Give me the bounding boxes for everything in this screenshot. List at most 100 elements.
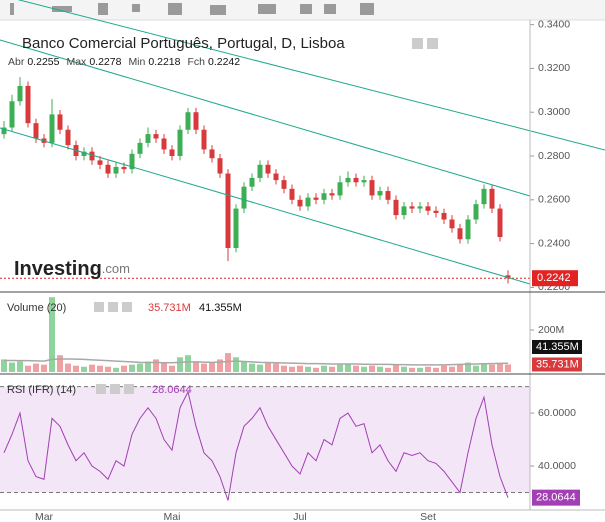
settings-icon[interactable] bbox=[427, 38, 438, 49]
volume-tag bbox=[532, 357, 582, 372]
candle-body bbox=[441, 212, 447, 220]
volume-bar bbox=[465, 362, 471, 372]
tool-icon[interactable] bbox=[168, 3, 182, 15]
volume-bar bbox=[329, 366, 335, 372]
candle-body bbox=[137, 142, 143, 154]
settings-icon[interactable] bbox=[96, 384, 106, 394]
tool-icon[interactable] bbox=[52, 6, 72, 12]
tool-icon[interactable] bbox=[300, 4, 312, 14]
candle-body bbox=[313, 197, 319, 200]
rsi-band bbox=[0, 386, 530, 493]
candle-body bbox=[457, 228, 463, 240]
tool-icon[interactable] bbox=[360, 3, 374, 15]
volume-bar bbox=[201, 363, 207, 372]
settings-icon[interactable] bbox=[412, 38, 423, 49]
volume-average-line bbox=[4, 358, 509, 366]
volume-bar bbox=[449, 366, 455, 372]
volume-bar bbox=[65, 363, 71, 372]
candle-body bbox=[185, 112, 191, 130]
last-price-label: 0.2242 bbox=[537, 272, 571, 284]
candle-body bbox=[113, 166, 119, 174]
volume-bar bbox=[217, 359, 223, 372]
candle-body bbox=[217, 158, 223, 174]
candle-body bbox=[265, 164, 271, 174]
volume-bar bbox=[505, 364, 511, 372]
settings-icon[interactable] bbox=[94, 302, 104, 312]
logo-text: Investing bbox=[14, 258, 102, 280]
volume-bar bbox=[137, 363, 143, 372]
volume-bar bbox=[73, 365, 79, 372]
ohlc-label: Min bbox=[128, 56, 145, 68]
rsi-value: 28.0644 bbox=[152, 384, 192, 396]
volume-title: Volume (20) bbox=[7, 302, 66, 314]
candle-body bbox=[249, 177, 255, 187]
volume-bar bbox=[401, 366, 407, 372]
settings-icon[interactable] bbox=[110, 384, 120, 394]
volume-bar bbox=[233, 357, 239, 372]
volume-bar bbox=[25, 365, 31, 372]
candle-body bbox=[201, 129, 207, 150]
candle-body bbox=[121, 166, 127, 170]
close-icon[interactable] bbox=[122, 302, 132, 312]
y-tick-label: 40.0000 bbox=[538, 460, 576, 472]
candle-body bbox=[161, 138, 167, 150]
candle-body bbox=[57, 114, 63, 130]
volume-bar bbox=[337, 364, 343, 372]
candle-body bbox=[345, 177, 351, 183]
candle-body bbox=[177, 129, 183, 157]
volume-bar bbox=[473, 365, 479, 372]
x-tick-label: Mar bbox=[35, 511, 54, 522]
volume-average-tag-label: 41.355M bbox=[536, 341, 579, 353]
candle-body bbox=[33, 123, 39, 139]
rsi-line bbox=[3, 390, 509, 501]
volume-bar bbox=[361, 366, 367, 372]
volume-bar bbox=[177, 357, 183, 372]
volume-bar bbox=[17, 361, 23, 372]
candle-body bbox=[193, 112, 199, 130]
tool-icon[interactable] bbox=[98, 3, 108, 15]
settings-icon[interactable] bbox=[108, 302, 118, 312]
volume-bar bbox=[169, 365, 175, 372]
candle-body bbox=[393, 199, 399, 216]
volume-bar bbox=[241, 361, 247, 372]
x-tick-label: Mai bbox=[164, 511, 181, 522]
candle-body bbox=[273, 173, 279, 181]
volume-bar bbox=[41, 364, 47, 372]
tool-icon[interactable] bbox=[210, 5, 226, 15]
volume-bar bbox=[121, 365, 127, 372]
candle-body bbox=[105, 164, 111, 174]
tool-icon[interactable] bbox=[10, 3, 14, 15]
volume-bar bbox=[33, 363, 39, 372]
candle-body bbox=[353, 177, 359, 183]
volume-average-value: 41.355M bbox=[199, 302, 242, 314]
volume-bar bbox=[457, 364, 463, 372]
candle-body bbox=[401, 206, 407, 216]
candle-body bbox=[89, 151, 95, 161]
volume-bar bbox=[313, 367, 319, 372]
tool-icon[interactable] bbox=[258, 4, 276, 14]
candle-body bbox=[369, 180, 375, 196]
candle-body bbox=[129, 153, 135, 170]
ohlc-label: Fch bbox=[187, 56, 205, 68]
ohlc-value: 0.2278 bbox=[89, 56, 121, 68]
logo-suffix: .com bbox=[102, 261, 130, 276]
volume-bar bbox=[281, 365, 287, 372]
volume-bar bbox=[289, 366, 295, 372]
candle-body bbox=[257, 164, 263, 178]
ohlc-label: Abr bbox=[8, 56, 25, 68]
y-tick-label: 0.2400 bbox=[538, 237, 570, 249]
candle-body bbox=[305, 197, 311, 207]
candle-body bbox=[337, 182, 343, 196]
volume-bar bbox=[9, 362, 15, 372]
candle-body bbox=[385, 191, 391, 200]
tool-icon[interactable] bbox=[132, 4, 140, 12]
volume-bar bbox=[89, 364, 95, 372]
volume-bar bbox=[249, 363, 255, 372]
y-tick-label: 0.3200 bbox=[538, 62, 570, 74]
tool-icon[interactable] bbox=[324, 4, 336, 14]
volume-bar bbox=[497, 363, 503, 372]
candle-body bbox=[473, 204, 479, 220]
close-icon[interactable] bbox=[124, 384, 134, 394]
candle-body bbox=[169, 149, 175, 157]
